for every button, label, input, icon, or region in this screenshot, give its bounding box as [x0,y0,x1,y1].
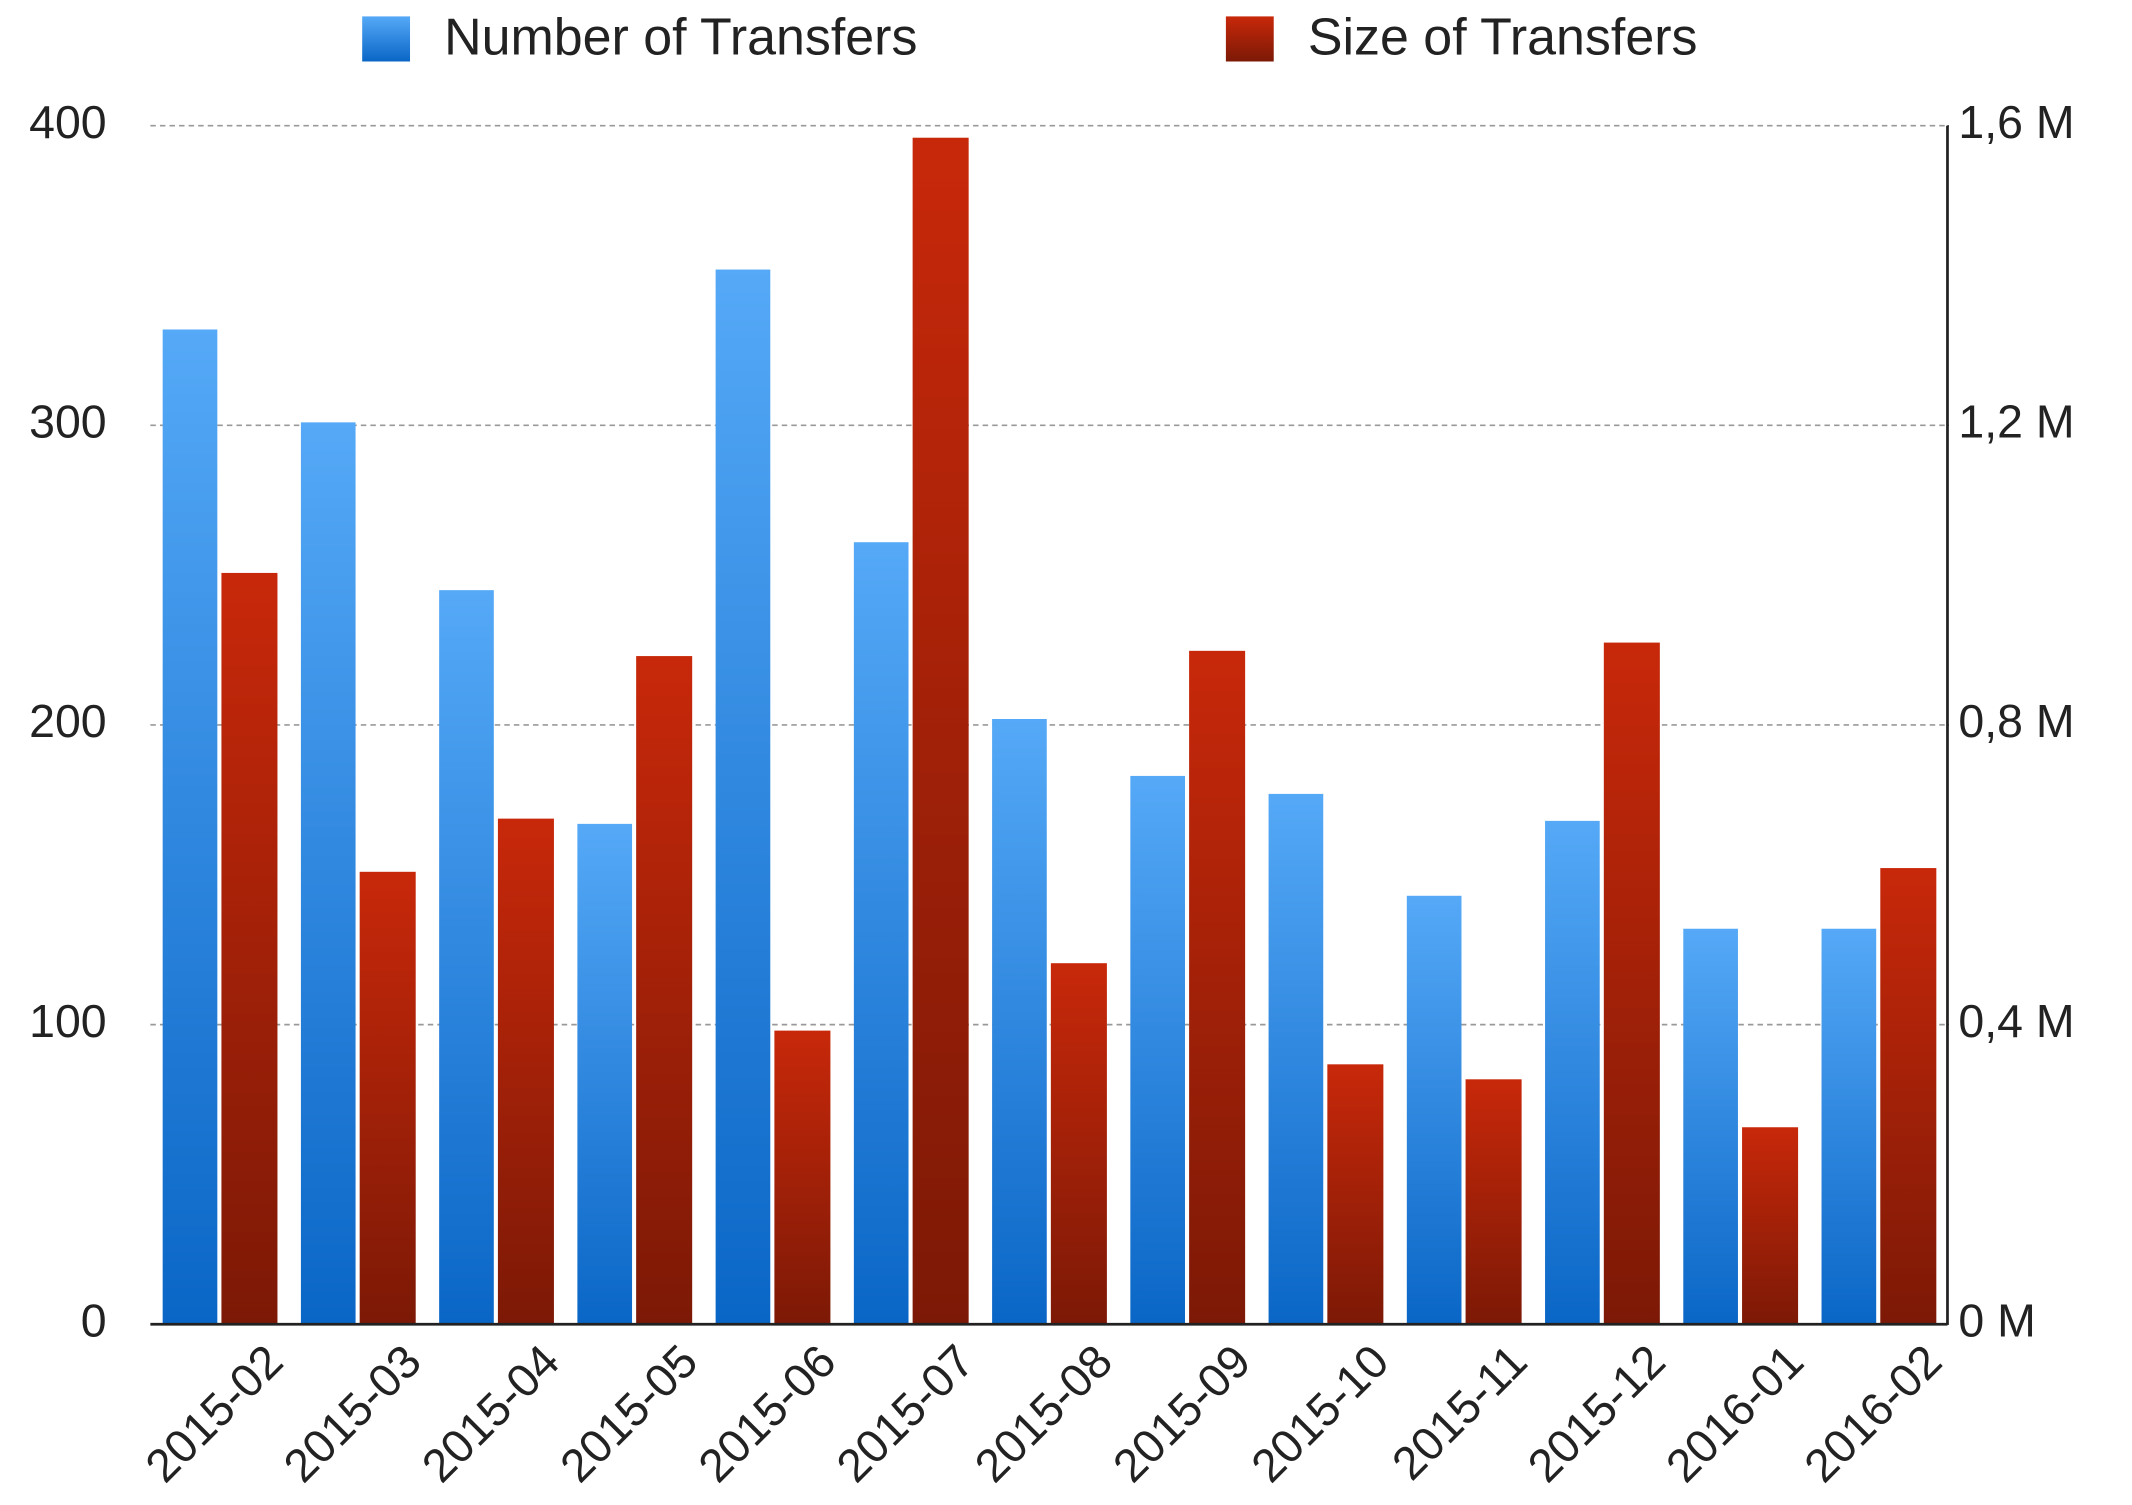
y-tick-label: 300 [29,396,107,448]
x-tick-label: 2016-02 [1794,1335,1951,1492]
bar [162,329,218,1325]
x-tick-label: 2015-06 [688,1335,845,1492]
bar [636,656,693,1325]
x-tick-label: 2015-08 [965,1335,1122,1492]
bar [1268,793,1324,1325]
x-tick-label: 2015-05 [550,1335,707,1492]
bar [1603,642,1660,1325]
y-tick-label: 400 [29,96,107,148]
bar [1742,1127,1799,1325]
legend-label: Number of Transfers [444,9,917,67]
bar [1545,820,1600,1325]
bar [1683,928,1738,1325]
x-tick-label: 2015-10 [1241,1335,1398,1492]
bar [577,823,633,1325]
x-tick-label: 2015-11 [1382,1335,1537,1490]
legend-swatch [362,16,411,62]
bar [1821,928,1877,1325]
legend-swatch [1225,16,1274,62]
y2-tick-label: 1,6 M [1958,96,2074,148]
x-tick-label: 2015-03 [274,1335,431,1492]
x-tick-label: 2015-07 [827,1335,984,1492]
bar [715,269,771,1325]
y2-tick-label: 1,2 M [1958,396,2074,448]
bar [439,590,494,1325]
y2-tick-label: 0,8 M [1958,695,2074,747]
bar [1465,1079,1522,1325]
bar [1327,1064,1384,1325]
y-tick-label: 0 [81,1295,107,1347]
x-tick-label: 2016-01 [1656,1335,1813,1492]
x-tick-label: 2015-02 [135,1335,292,1492]
bar [300,422,356,1325]
bar [774,1030,831,1325]
bar [1406,895,1462,1325]
y-tick-label: 100 [29,995,107,1047]
bar [912,137,969,1325]
x-tick-label: 2015-04 [412,1335,569,1492]
bar [497,818,554,1325]
y-tick-label: 200 [29,695,107,747]
y2-tick-label: 0,4 M [1958,995,2074,1047]
bar [1880,868,1937,1325]
legend-label: Size of Transfers [1308,9,1698,67]
bar [1050,963,1107,1325]
x-tick-label: 2015-12 [1518,1335,1675,1492]
bar [1130,775,1186,1325]
y2-tick-label: 0 M [1958,1295,2035,1347]
bar [1189,650,1246,1325]
bar [221,572,278,1325]
bar [853,542,909,1325]
bar [359,871,416,1325]
x-tick-label: 2015-09 [1103,1335,1260,1492]
bar [992,718,1047,1325]
